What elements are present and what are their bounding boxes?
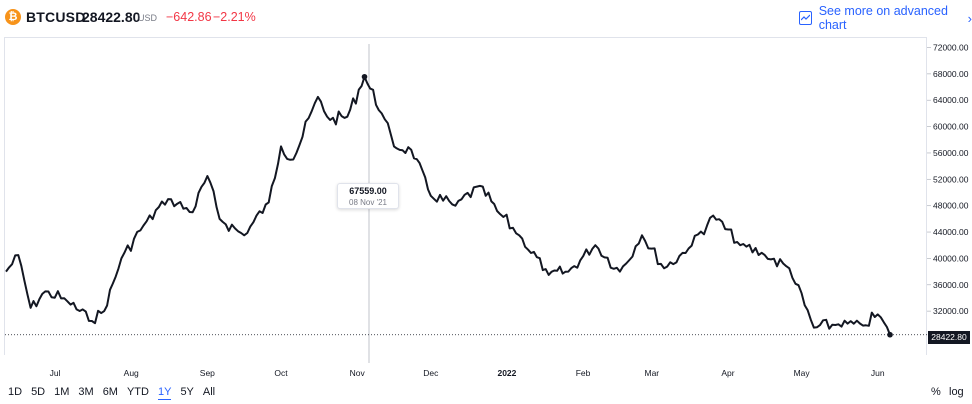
y-tick-label: 32000.00 xyxy=(933,306,969,316)
range-button-5y[interactable]: 5Y xyxy=(180,386,194,398)
range-button-3m[interactable]: 3M xyxy=(78,386,94,398)
price-change: −642.86 xyxy=(166,10,212,24)
range-button-1y[interactable]: 1Y xyxy=(157,386,172,400)
y-tick-label: 44000.00 xyxy=(933,227,969,237)
x-tick-label: Jun xyxy=(871,368,885,378)
x-tick-label: Feb xyxy=(576,368,591,378)
time-axis: Jul Aug Sep Oct Nov Dec 2022 Feb Mar Apr May Jun xyxy=(50,368,885,378)
range-button-1d[interactable]: 1D xyxy=(8,386,23,398)
chart-area[interactable] xyxy=(4,37,927,355)
x-tick-label: Sep xyxy=(200,368,215,378)
y-tick-label: 36000.00 xyxy=(933,280,969,290)
x-tick-label: Mar xyxy=(644,368,659,378)
symbol-name: BTCUSD xyxy=(26,9,86,25)
range-selector: 1D 5D 1M 3M 6M YTD 1Y 5Y All xyxy=(8,386,224,400)
advanced-chart-label: See more on advanced chart xyxy=(818,4,948,32)
quote-header: ₿ BTCUSD 28422.80 USD −642.86 −2.21% See… xyxy=(0,0,972,36)
y-tick-label: 52000.00 xyxy=(933,174,969,184)
x-tick-label: Apr xyxy=(721,368,734,378)
x-tick-label: Nov xyxy=(350,368,366,378)
range-button-all[interactable]: All xyxy=(202,386,216,398)
tooltip-value: 67559.00 xyxy=(349,186,387,196)
y-tick-label: 48000.00 xyxy=(933,201,969,211)
x-tick-label: 2022 xyxy=(497,368,516,378)
y-tick-label: 60000.00 xyxy=(933,122,969,132)
y-tick-label: 64000.00 xyxy=(933,95,969,105)
x-tick-label: Jul xyxy=(50,368,61,378)
price-tooltip: 67559.00 08 Nov '21 xyxy=(337,183,399,209)
x-tick-label: May xyxy=(794,368,811,378)
last-price-marker xyxy=(887,331,893,338)
price-axis: 72000.00 68000.00 64000.00 60000.00 56000.00… xyxy=(927,43,969,316)
y-tick-label: 72000.00 xyxy=(933,43,969,53)
hover-point-marker xyxy=(361,73,368,80)
range-button-1m[interactable]: 1M xyxy=(54,386,70,398)
y-tick-label: 40000.00 xyxy=(933,253,969,263)
chart-icon xyxy=(799,11,812,25)
y-tick-label: 56000.00 xyxy=(933,148,969,158)
current-price: 28422.80 xyxy=(82,9,141,25)
bitcoin-logo-icon: ₿ xyxy=(5,9,21,25)
chevron-right-icon: › xyxy=(967,10,972,26)
tooltip-date: 08 Nov '21 xyxy=(349,198,387,207)
percent-scale-button[interactable]: % xyxy=(931,386,941,398)
x-tick-label: Oct xyxy=(274,368,288,378)
price-change-percent: −2.21% xyxy=(213,10,256,24)
range-button-ytd[interactable]: YTD xyxy=(126,386,149,398)
advanced-chart-link[interactable]: See more on advanced chart › xyxy=(799,4,972,32)
range-button-5d[interactable]: 5D xyxy=(31,386,46,398)
currency-label: USD xyxy=(138,13,158,23)
x-tick-label: Aug xyxy=(124,368,139,378)
y-tick-label: 68000.00 xyxy=(933,69,969,79)
x-tick-label: Dec xyxy=(423,368,439,378)
last-price-label: 28422.80 xyxy=(928,331,970,344)
log-scale-button[interactable]: log xyxy=(949,386,964,398)
range-button-6m[interactable]: 6M xyxy=(102,386,118,398)
price-chart[interactable]: 72000.00 68000.00 64000.00 60000.00 56000.00… xyxy=(0,0,972,380)
price-series-line xyxy=(5,75,891,336)
